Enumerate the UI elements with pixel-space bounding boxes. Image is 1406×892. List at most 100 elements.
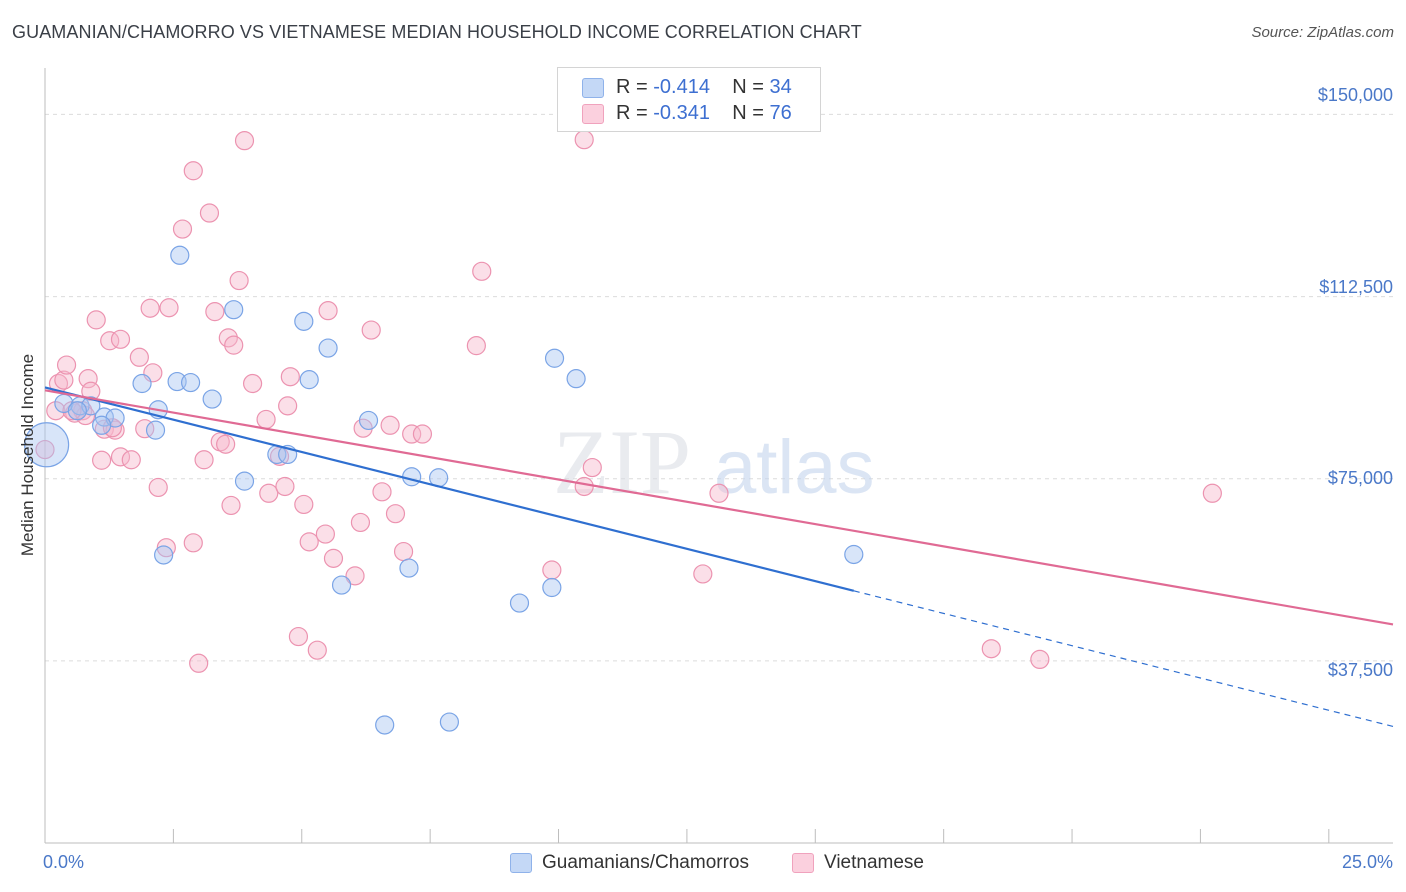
point-vietnamese: [221, 495, 241, 516]
point-vietnamese: [1202, 483, 1222, 503]
point-vietnamese: [81, 381, 101, 401]
n-value: 34: [769, 76, 792, 98]
point-guamanian: [24, 422, 70, 468]
point-vietnamese: [278, 396, 298, 416]
point-guamanian: [234, 471, 255, 491]
point-vietnamese: [216, 434, 236, 454]
point-vietnamese: [110, 447, 131, 467]
point-guamanian: [67, 401, 87, 421]
y-tick-label: $37,500: [1327, 660, 1393, 680]
point-vietnamese: [110, 329, 131, 349]
r-value: -0.414: [653, 76, 710, 98]
legend-swatch: [510, 853, 532, 873]
legend-swatch: [792, 853, 814, 873]
r-value: -0.341: [653, 102, 710, 124]
n-label: N =: [732, 76, 770, 98]
r-label: R =: [616, 76, 654, 98]
point-guamanian: [844, 544, 864, 565]
point-vietnamese: [54, 370, 74, 390]
trend-line-dashed: [853, 590, 1394, 728]
axes: [44, 68, 1393, 844]
point-vietnamese: [280, 367, 300, 387]
point-vietnamese: [288, 626, 309, 647]
point-vietnamese: [299, 532, 319, 552]
point-vietnamese: [56, 355, 77, 375]
point-vietnamese: [242, 373, 263, 394]
point-vietnamese: [345, 566, 365, 586]
source-label: Source: ZipAtlas.com: [1251, 24, 1394, 41]
point-guamanian: [92, 415, 112, 435]
point-vietnamese: [86, 310, 106, 330]
point-guamanian: [202, 389, 222, 409]
point-vietnamese: [372, 482, 392, 502]
point-vietnamese: [224, 335, 244, 355]
trend-lines: [44, 386, 1394, 728]
point-vietnamese: [35, 439, 55, 460]
trend-line-solid: [44, 386, 855, 592]
point-vietnamese: [183, 161, 203, 181]
point-vietnamese: [472, 261, 492, 281]
y-tick-label: $112,500: [1319, 277, 1393, 297]
point-vietnamese: [693, 564, 713, 584]
point-vietnamese: [1030, 649, 1050, 670]
point-vietnamese: [385, 504, 406, 524]
point-vietnamese: [350, 512, 371, 533]
point-vietnamese: [234, 131, 255, 151]
scatter-points: [24, 130, 1222, 735]
legend-swatch: [582, 78, 604, 98]
point-vietnamese: [159, 298, 179, 318]
point-vietnamese: [393, 541, 414, 562]
point-vietnamese: [121, 450, 141, 470]
trend-line-solid: [44, 389, 1394, 626]
point-vietnamese: [205, 302, 225, 322]
point-guamanian: [145, 420, 166, 440]
point-guamanian: [399, 558, 419, 578]
point-guamanian: [542, 577, 562, 598]
point-vietnamese: [315, 524, 335, 544]
point-vietnamese: [156, 538, 176, 558]
n-label: N =: [732, 102, 770, 124]
point-guamanian: [331, 575, 352, 595]
x-tick-label: 0.0%: [43, 852, 85, 872]
point-vietnamese: [199, 203, 220, 223]
point-vietnamese: [380, 415, 400, 435]
watermark: ZIP atlas: [553, 411, 875, 513]
point-guamanian: [224, 300, 244, 320]
point-guamanian: [566, 369, 586, 389]
chart-title: GUAMANIAN/CHAMORRO VS VIETNAMESE MEDIAN …: [12, 22, 862, 42]
point-vietnamese: [318, 301, 338, 321]
point-vietnamese: [92, 450, 112, 470]
point-vietnamese: [466, 336, 486, 356]
point-vietnamese: [275, 476, 295, 497]
point-guamanian: [358, 410, 379, 431]
point-vietnamese: [574, 130, 594, 150]
watermark-zip: ZIP: [553, 411, 691, 513]
point-vietnamese: [189, 653, 209, 673]
point-guamanian: [167, 371, 187, 392]
point-vietnamese: [46, 401, 66, 421]
r-label: R =: [616, 102, 654, 124]
point-vietnamese: [574, 476, 594, 497]
legend-swatch: [582, 104, 604, 124]
point-guamanian: [375, 715, 395, 735]
point-guamanian: [509, 593, 530, 613]
point-vietnamese: [194, 450, 214, 470]
point-vietnamese: [542, 560, 562, 580]
y-tick-label: $150,000: [1317, 85, 1393, 105]
point-guamanian: [154, 545, 174, 565]
point-vietnamese: [140, 298, 160, 318]
point-vietnamese: [259, 483, 279, 503]
legend-label: Guamanians/Chamorros: [542, 852, 749, 873]
point-vietnamese: [981, 639, 1001, 659]
stats-legend: R = -0.414 N = 34 R = -0.341 N = 76: [557, 67, 821, 132]
point-guamanian: [318, 338, 338, 358]
gridlines: [45, 113, 1393, 662]
point-guamanian: [170, 245, 190, 265]
point-vietnamese: [183, 533, 203, 553]
point-vietnamese: [78, 369, 98, 389]
point-vietnamese: [582, 457, 602, 478]
y-axis-label: Median Household Income: [18, 353, 37, 557]
point-vietnamese: [229, 270, 249, 291]
point-vietnamese: [148, 477, 168, 498]
